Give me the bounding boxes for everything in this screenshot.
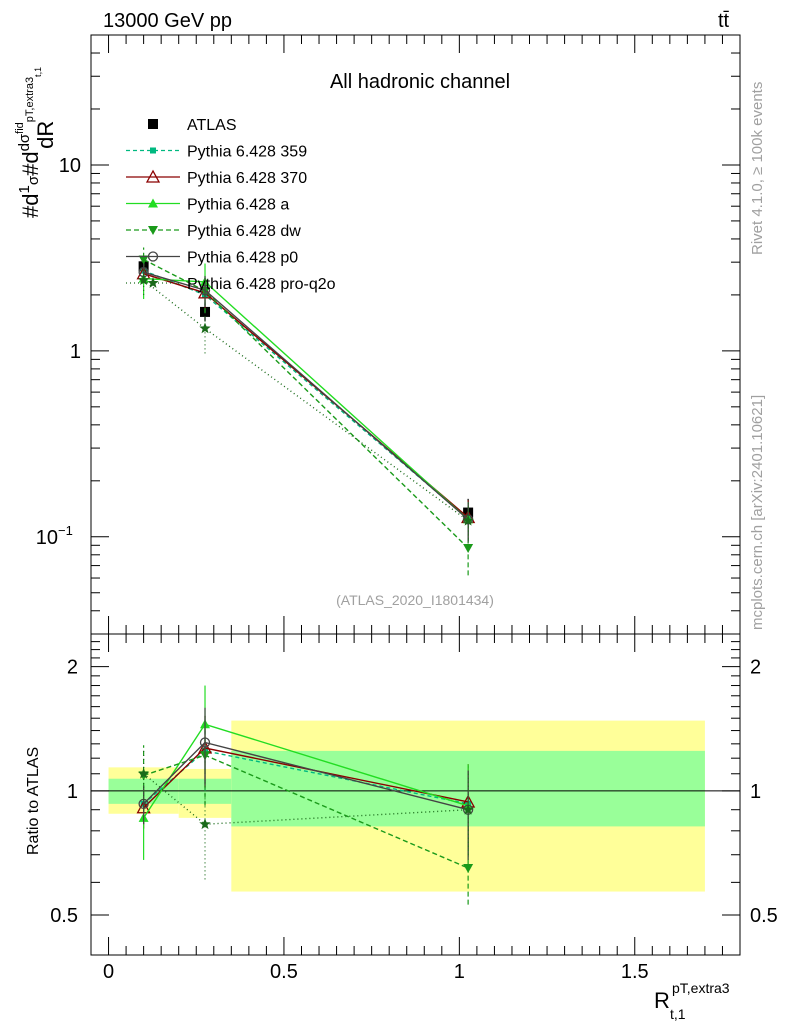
xlabel-sup: pT,extra3 [672,980,730,996]
main-series-0 [138,259,474,530]
legend-marker-1 [150,147,156,154]
legend-marker-0 [148,119,158,129]
main-line-2 [143,273,469,519]
process-label: tt̄ [718,10,730,32]
main-series-2 [136,264,476,540]
ratio-ytick-label-left-1: 1 [67,781,78,803]
legend-item-5: Pythia 6.428 p0 [126,250,298,267]
ratio-ylabel: Ratio to ATLAS [25,747,42,855]
legend: ATLAS Pythia 6.428 359 Pythia 6.428 370 Pyt… [126,117,336,293]
xlabel-sub: t,1 [670,1006,686,1022]
main-point-4-2 [463,544,474,554]
main-point-4-0 [138,255,149,265]
main-line-5 [143,271,469,520]
main-point-6-0 [137,274,150,285]
legend-label-4: Pythia 6.428 dw [187,223,301,240]
legend-label-2: Pythia 6.428 370 [187,170,307,187]
legend-label-6: Pythia 6.428 pro-q2o [187,276,336,293]
legend-marker-5 [147,251,159,262]
ratio-series-5 [137,750,474,880]
main-series-6 [137,267,474,544]
main-point-6-1 [199,322,211,334]
main-title: All hadronic channel [330,71,510,93]
ratio-point-3-2 [463,864,474,874]
legend-item-3: Pythia 6.428 a [126,197,289,214]
ratio-xlabel: R pT,extra3 t,1 [654,980,730,1022]
mcplots-label: mcplots.cern.ch [arXiv:2401.10621] [749,395,766,630]
legend-item-1: Pythia 6.428 359 [126,144,307,161]
legend-label-3: Pythia 6.428 a [187,197,289,214]
ratio-point-4-1 [199,737,211,748]
ratio-line-0 [143,750,469,805]
legend-marker-6 [147,277,159,288]
ylabel-part-e: dσ [16,133,33,151]
legend-marker-3 [148,198,158,208]
main-ytick-exp-0: −1 [58,523,73,538]
ratio-xtick-label-0: 0 [103,961,114,983]
legend-item-6: Pythia 6.428 pro-q2o [126,276,336,293]
ratio-ytick-label-right-0: 0.5 [750,905,778,927]
ratio-frame [90,633,741,956]
main-ytick-label-1: 1 [70,341,81,363]
main-line-3 [143,277,469,520]
legend-item-0: ATLAS [148,117,237,134]
ylabel-part-f: fid [14,122,26,134]
analysis-watermark: (ATLAS_2020_I1801434) [336,592,494,608]
xlabel-main: R [654,988,670,1013]
main-point-5-1 [199,285,211,296]
legend-item-4: Pythia 6.428 dw [126,223,301,240]
main-series-5 [138,263,474,542]
ratio-ytick-label-right-1: 1 [750,781,761,803]
rivet-label: Rivet 4.1.0, ≥ 100k events [749,82,766,255]
ylabel-part-g: pT,extra3 [24,77,36,122]
ratio-panel: 0.5 0.5 1 1 2 2 0 0.5 1 1.5 Ratio to ATLAS R pT,e… [25,633,778,1022]
svg-text:#d1σ#ddσfidpT,extra3t,1dR: #d1σ#ddσfidpT,extra3t,1dR [14,67,58,218]
ratio-point-5-1 [199,818,211,830]
main-ytick-label-0: 10 [36,527,58,549]
ratio-ytick-label-left-2: 2 [67,657,78,679]
legend-item-2: Pythia 6.428 370 [126,169,307,187]
ratio-xtick-label-2: 1 [454,961,465,983]
ylabel-part-h: t,1 [33,67,43,77]
main-series-4 [138,247,474,576]
main-line-4 [143,258,469,549]
legend-label-5: Pythia 6.428 p0 [187,250,298,267]
main-line-6 [143,279,469,522]
main-series-1 [140,262,472,541]
ratio-ytick-label-left-0: 0.5 [50,905,78,927]
ratio-ytick-label-right-2: 2 [750,657,761,679]
legend-marker-2 [145,169,161,183]
ylabel-part-c: σ [25,175,42,185]
ylabel-part-b: 1 [16,185,33,193]
legend-label-0: ATLAS [187,117,237,134]
ratio-point-5-0 [137,767,150,779]
ylabel-part-d: #d [18,151,43,175]
legend-marker-4 [148,226,158,235]
main-line-1 [143,270,469,520]
legend-label-1: Pythia 6.428 359 [187,144,307,161]
main-ytick-label-2: 10 [59,155,81,177]
ratio-xtick-label-3: 1.5 [621,961,649,983]
ratio-xtick-label-1: 0.5 [270,961,298,983]
energy-label: 13000 GeV pp [103,10,232,32]
ratio-point-5-2 [462,803,474,815]
main-ylabel: #d1σ#ddσfidpT,extra3t,1dR [14,67,58,218]
ylabel-part-i: dR [33,121,58,149]
main-series-3 [138,262,474,542]
ylabel-part-a: #d [18,194,43,218]
main-point-6-2 [462,514,474,526]
